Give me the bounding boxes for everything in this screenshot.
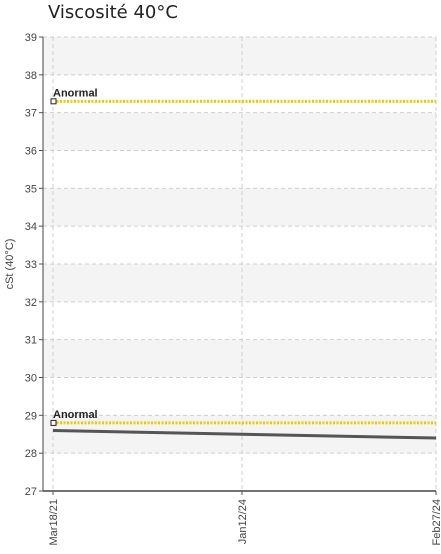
y-tick-label: 28 [25,448,37,460]
threshold-lines: Anormal Anormal [50,87,436,426]
plot-band [43,453,436,491]
plot-band [43,37,436,75]
x-axis-ticks: Mar18/21 Jan12/24 Feb27/24 [48,491,441,545]
y-tick-label: 27 [25,486,37,498]
plot-band [43,264,436,302]
y-tick-label: 38 [25,70,37,82]
y-tick-label: 32 [25,297,37,309]
plot-bands [43,37,436,491]
chart-title: Viscosité 40°C [48,2,178,23]
threshold-marker [50,419,57,426]
x-tick-label: Mar18/21 [48,499,60,545]
threshold-marker [50,98,57,105]
y-tick-label: 37 [25,108,37,120]
y-tick-label: 29 [25,410,37,422]
plot-band [43,150,436,189]
y-tick-label: 35 [25,183,37,195]
threshold-label: Anormal [53,87,98,99]
plot-band [43,339,436,378]
y-tick-label: 34 [25,221,37,233]
x-tick-label: Feb27/24 [431,499,441,545]
plot-band [43,188,436,227]
data-series [52,428,437,440]
threshold-label: Anormal [53,409,98,421]
plot-band [43,226,436,264]
series-line [52,428,437,440]
y-tick-label: 36 [25,146,37,158]
plot-band [43,74,436,113]
x-tick-label: Jan12/24 [237,499,249,544]
y-axis-ticks: 27 28 29 30 31 32 33 34 35 36 37 38 39 [25,32,43,498]
y-axis-label: cSt (40°C) [4,239,16,290]
y-tick-label: 39 [25,32,37,44]
plot-band [43,377,436,416]
plot-band [43,301,436,340]
y-tick-label: 31 [25,335,37,347]
y-tick-label: 30 [25,373,37,385]
y-tick-label: 33 [25,259,37,271]
plot-band [43,112,436,151]
